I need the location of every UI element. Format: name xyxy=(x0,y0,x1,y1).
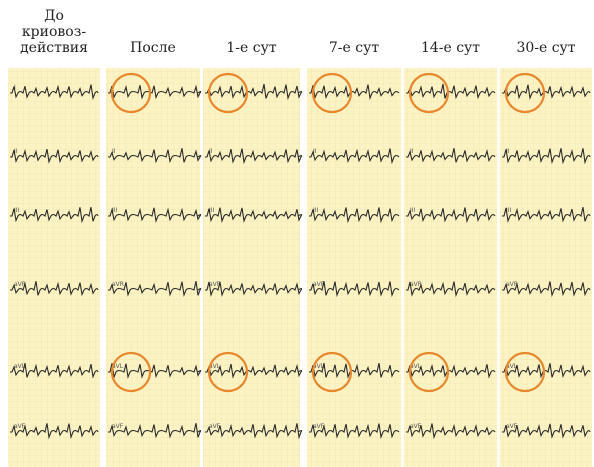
column-header: действия xyxy=(20,40,88,56)
column-header: криовоз- xyxy=(22,24,86,40)
ecg-grid xyxy=(307,68,401,467)
ecg-grid xyxy=(106,68,200,467)
ecg-grid xyxy=(404,68,497,467)
ecg-grid xyxy=(8,68,100,467)
column-header: 7-е сут xyxy=(329,40,379,56)
column-header: До xyxy=(44,8,64,24)
lead-label: aVF xyxy=(112,423,124,430)
ecg-grid xyxy=(203,68,300,467)
column-header: 14-е сут xyxy=(421,40,480,56)
column-header: 30-е сут xyxy=(516,40,575,56)
ecg-grid xyxy=(500,68,592,467)
lead-label: aVR xyxy=(112,281,124,288)
ecg-figure: Докриовоз-действияIIIIIIaVRaVLaVFПослеII… xyxy=(0,0,594,467)
column-header: После xyxy=(130,40,176,56)
column-header: 1-е сут xyxy=(226,40,276,56)
